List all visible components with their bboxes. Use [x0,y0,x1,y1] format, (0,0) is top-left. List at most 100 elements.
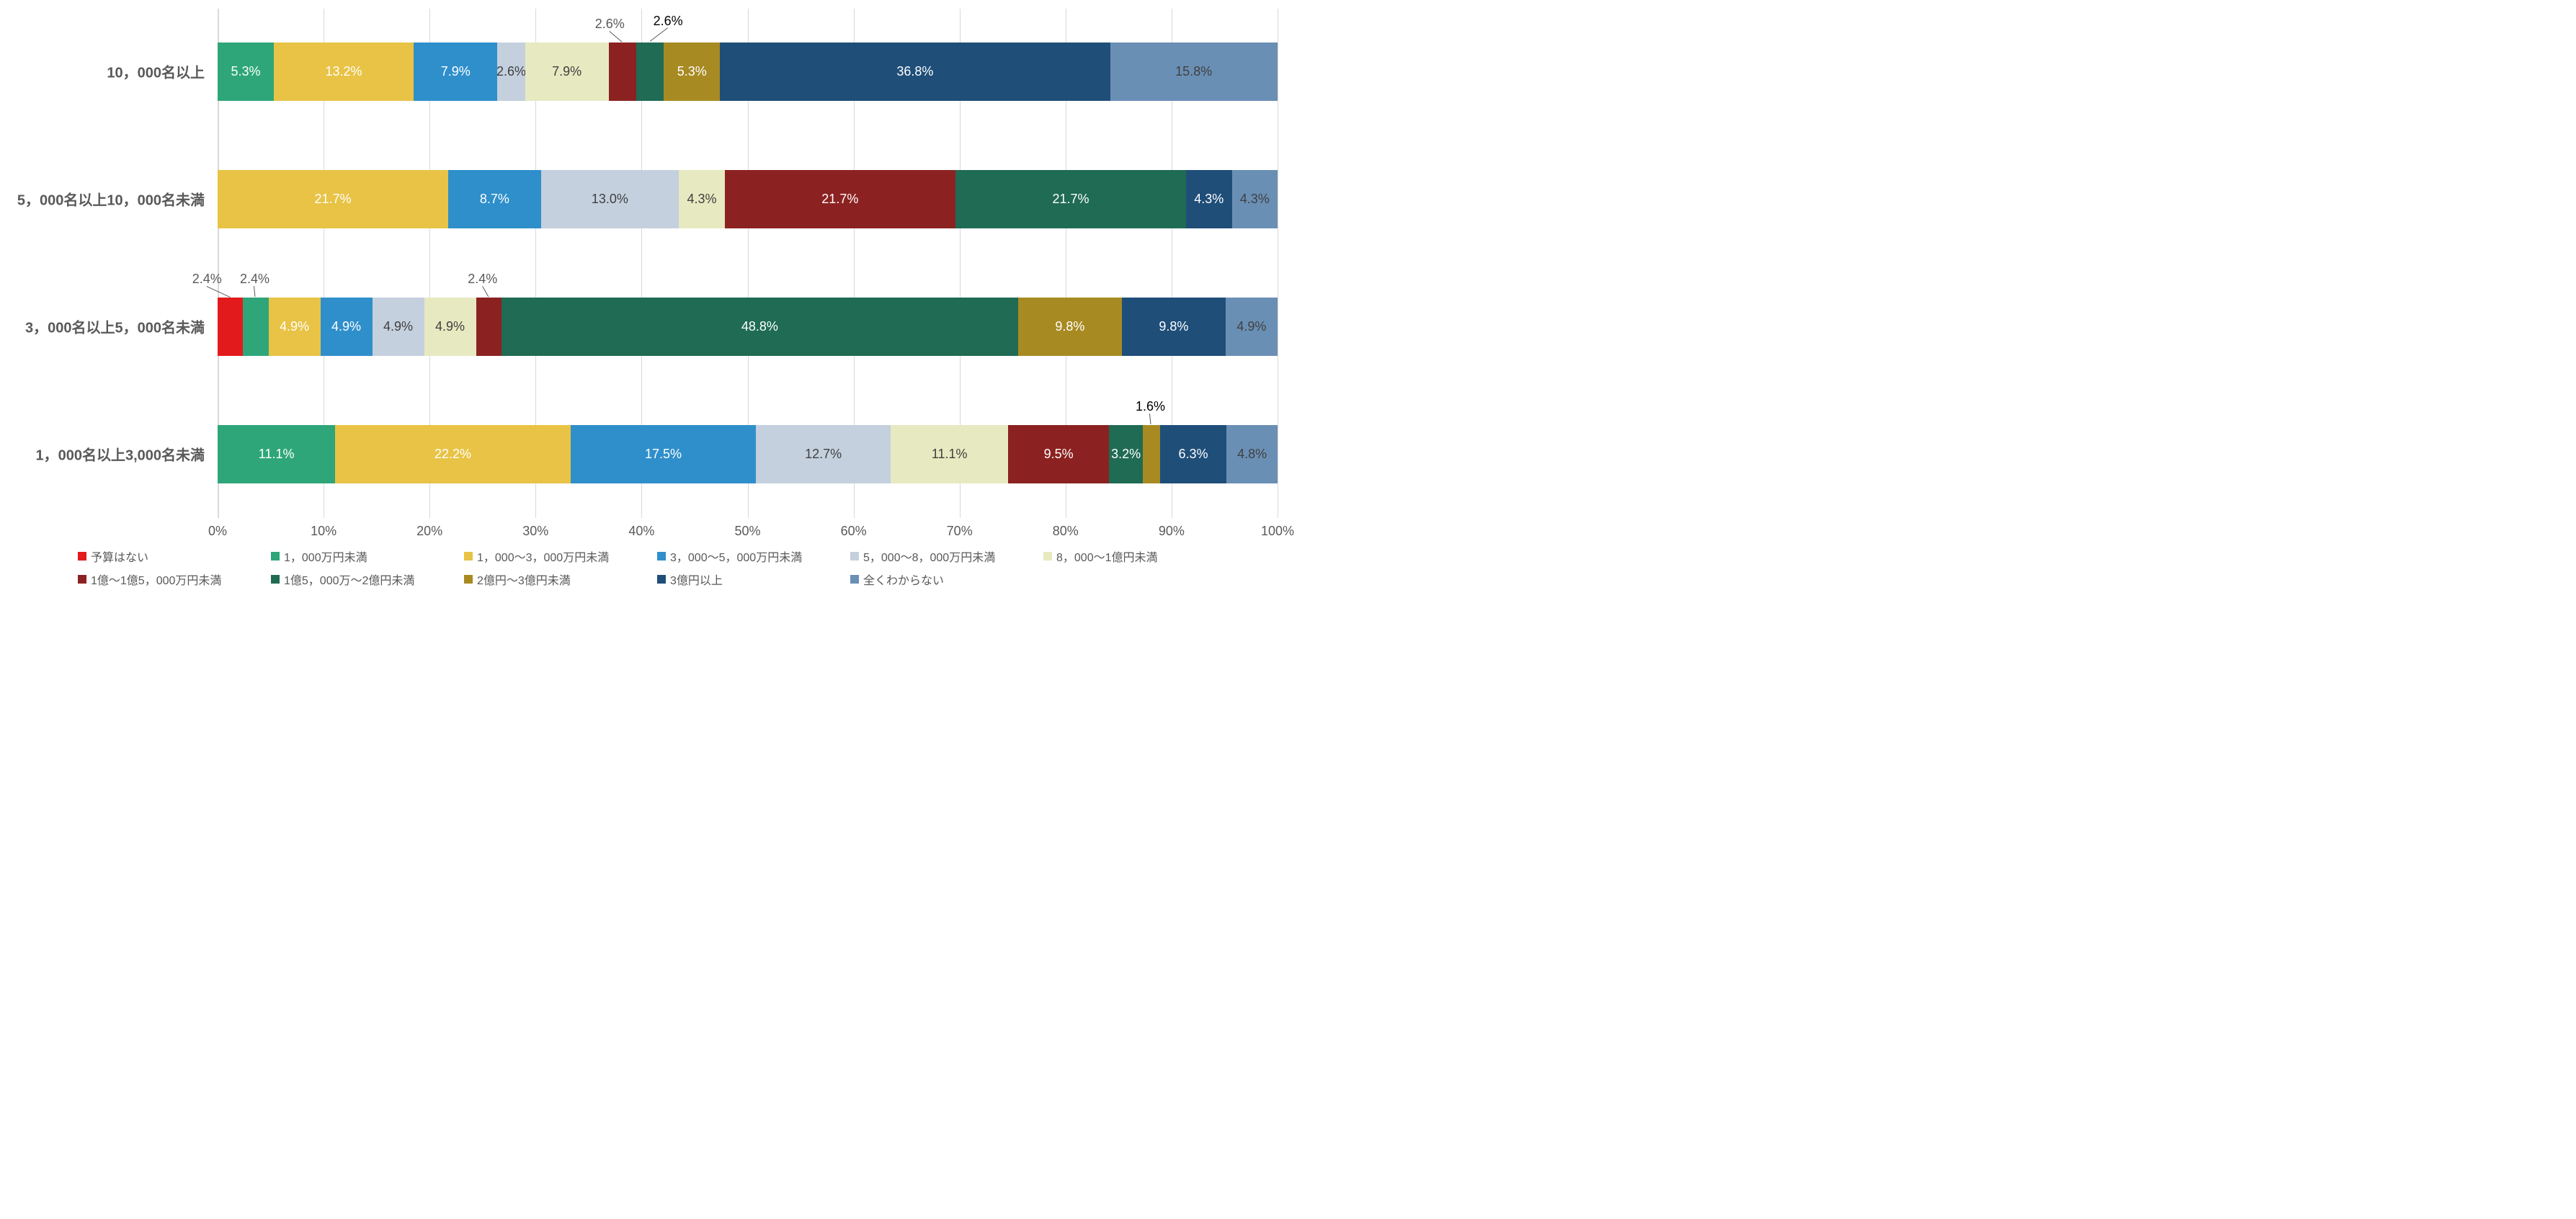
legend-label: 1億5，000万～2億円未満 [284,571,414,588]
segment-label: 7.9% [441,64,471,79]
bar-segment: 8.7% [448,170,540,228]
segment-label: 48.8% [741,319,778,334]
x-tick-label: 40% [628,524,654,539]
legend-label: 3億円以上 [670,571,723,588]
legend-label: 3，000～5，000万円未満 [670,548,802,565]
legend-label: 予算はない [91,548,148,565]
bar-segment: 4.9% [373,298,424,356]
category-label: 3，000名以上5，000名未満 [25,316,218,337]
bar-segment: 21.7% [218,170,448,228]
bar-segment: 7.9% [414,43,497,101]
segment-label: 4.8% [1237,447,1267,462]
legend-item: 1億5，000万～2億円未満 [271,571,458,588]
bar-segment: 13.0% [541,170,679,228]
callout-label: 2.6% [595,17,625,32]
segment-label: 13.0% [592,192,628,207]
callout-label: 1.6% [1136,399,1165,414]
x-tick-label: 90% [1159,524,1185,539]
bar-segment: 5.3% [218,43,274,101]
legend-swatch [271,575,280,584]
legend-label: 全くわからない [863,571,944,588]
segment-label: 5.3% [231,64,260,79]
bar-segment: 12.7% [756,425,891,483]
segment-label: 13.2% [326,64,362,79]
segment-label: 4.3% [1240,192,1270,207]
segment-label: 6.3% [1178,447,1208,462]
segment-label: 2.6% [496,64,526,79]
segment-label: 17.5% [645,447,682,462]
segment-label: 11.1% [932,447,968,462]
category-label: 5，000名以上10，000名未満 [17,189,218,210]
callout-leader [482,286,489,297]
category-label: 10，000名以上 [107,61,218,82]
x-tick-label: 10% [311,524,337,539]
segment-label: 4.9% [280,319,309,334]
legend-item: 1，000万円未満 [271,548,458,565]
segment-label: 4.3% [1194,192,1224,207]
bar-segment: 9.8% [1018,298,1122,356]
bar-segment [476,298,502,356]
legend-label: 1，000万円未満 [284,548,367,565]
bar-segment: 4.8% [1226,425,1278,483]
segment-label: 22.2% [434,447,471,462]
bar-segment: 4.3% [1232,170,1278,228]
segment-label: 21.7% [821,192,858,207]
bar-segment: 7.9% [525,43,609,101]
legend-swatch [657,552,666,561]
legend-swatch [850,552,859,561]
bar-segment: 9.8% [1122,298,1226,356]
callout-leader [650,27,669,42]
bar-segment [1143,425,1160,483]
segment-label: 12.7% [805,447,842,462]
x-tick-label: 80% [1053,524,1079,539]
bar-segment: 2.6% [497,43,525,101]
bar-segment: 13.2% [274,43,414,101]
legend-item: 全くわからない [850,571,1038,588]
bar-segment: 4.9% [269,298,321,356]
legend-item: 8，000～1億円未満 [1043,548,1231,565]
segment-label: 4.9% [435,319,465,334]
bar-segment: 17.5% [571,425,756,483]
x-tick-label: 50% [734,524,760,539]
bar-segment: 48.8% [502,298,1018,356]
bar-segment: 9.5% [1008,425,1109,483]
segment-label: 7.9% [552,64,581,79]
bar-row: 5.3% 13.2% 7.9% 2.6% 7.9% 5.3% 36.8% 15.8% [218,43,1278,101]
legend-swatch [850,575,859,584]
x-tick-label: 30% [522,524,548,539]
segment-label: 8.7% [480,192,509,207]
segment-label: 9.5% [1044,447,1074,462]
legend-swatch [78,552,86,561]
legend-label: 5，000～8，000万円未満 [863,548,995,565]
bar-segment: 36.8% [720,43,1110,101]
segment-label: 5.3% [677,64,707,79]
x-tick-label: 20% [416,524,442,539]
legend-swatch [78,575,86,584]
bar-segment: 5.3% [664,43,720,101]
segment-label: 3.2% [1111,447,1141,462]
bar-segment: 3.2% [1109,425,1143,483]
bar-segment: 6.3% [1160,425,1227,483]
bar-segment [243,298,268,356]
plot-area: 0%10%20%30%40%50%60%70%80%90%100%10，000名… [218,9,1278,518]
legend-item: 2億円～3億円未満 [464,571,651,588]
legend-label: 8，000～1億円未満 [1056,548,1158,565]
bar-segment: 4.9% [321,298,373,356]
legend-item: 3，000～5，000万円未満 [657,548,844,565]
bar-segment [609,43,636,101]
category-label: 1，000名以上3,000名未満 [35,444,218,465]
x-tick-label: 60% [841,524,867,539]
legend-swatch [464,552,473,561]
callout-label: 2.4% [240,272,269,287]
callout-leader [610,31,623,43]
segment-label: 15.8% [1175,64,1212,79]
legend-item: 1億～1億5，000万円未満 [78,571,265,588]
legend-label: 2億円～3億円未満 [477,571,571,588]
legend-item: 1，000～3，000万円未満 [464,548,651,565]
legend-swatch [1043,552,1052,561]
x-tick-label: 100% [1261,524,1294,539]
callout-label: 2.4% [468,272,497,287]
legend-swatch [464,575,473,584]
bar-row: 11.1%22.2%17.5%12.7%11.1%9.5%3.2%6.3%4.8… [218,425,1278,483]
segment-label: 9.8% [1055,319,1084,334]
